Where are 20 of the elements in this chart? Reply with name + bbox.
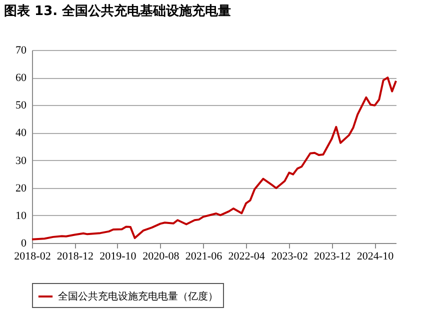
x-tick-label: 2023-12 [314, 250, 351, 262]
y-tick-label: 50 [16, 100, 27, 112]
y-tick-label: 20 [16, 182, 27, 194]
y-tick-label: 10 [16, 210, 27, 222]
y-tick-label: 30 [16, 154, 27, 167]
y-tick-label: 70 [16, 44, 27, 56]
x-tick-label: 2023-02 [271, 250, 308, 262]
line-series [31, 76, 397, 240]
x-tick-label: 2021-06 [185, 250, 223, 262]
x-tick-label: 2022-04 [228, 250, 266, 262]
x-tick-label: 2020-08 [142, 250, 180, 262]
chart-title: 图表 13. 全国公共充电基础设施充电量 [4, 3, 232, 19]
x-tick-label: 2018-02 [14, 250, 51, 262]
x-tick-label: 2019-10 [100, 250, 137, 262]
x-tick-label: 2018-12 [56, 250, 94, 262]
y-tick-label: 0 [21, 238, 27, 250]
y-tick-label: 40 [16, 127, 27, 140]
x-tick-label: 2024-10 [356, 250, 394, 262]
y-tick-label: 60 [16, 72, 27, 84]
legend-label: 全国公共充电设施充电电量（亿度） [58, 290, 218, 302]
